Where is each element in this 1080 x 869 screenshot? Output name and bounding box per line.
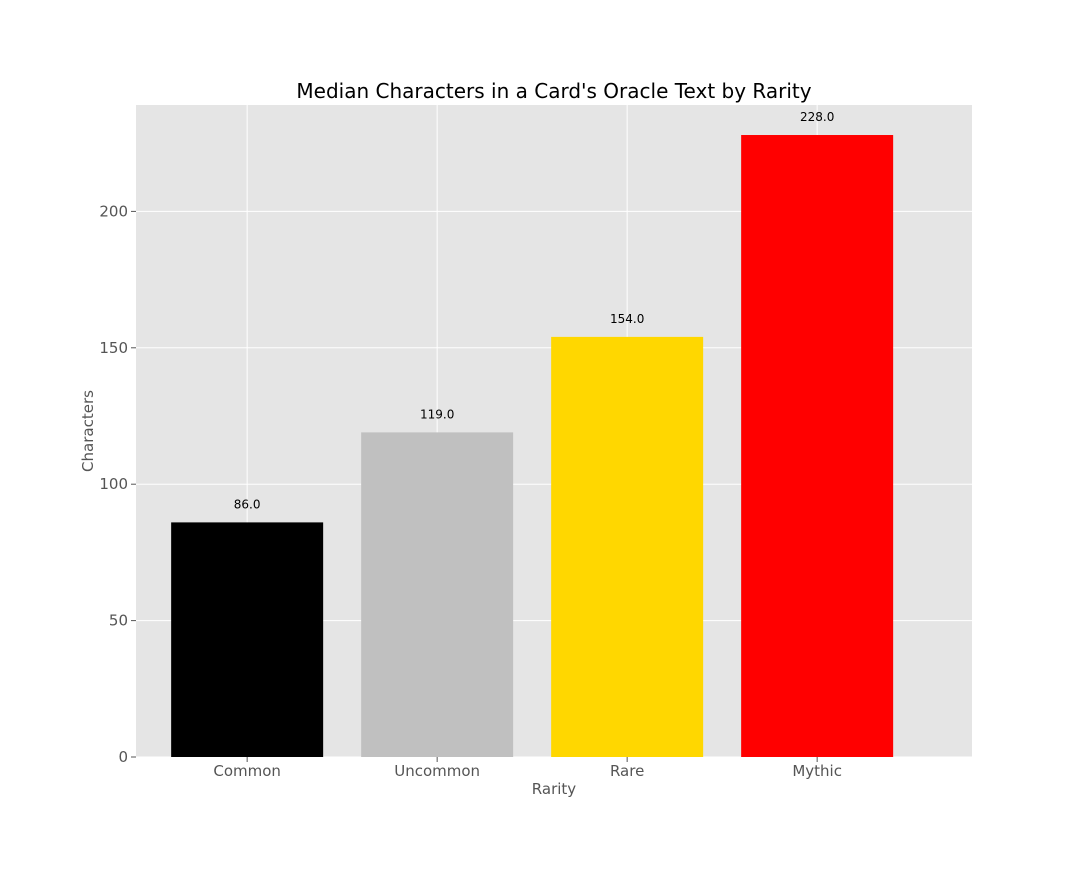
y-tick-label: 0: [118, 748, 128, 766]
bar-common: [171, 522, 324, 757]
x-axis-label: Rarity: [532, 780, 577, 798]
y-axis-label: Characters: [79, 390, 97, 472]
data-label: 154.0: [610, 312, 644, 326]
bar-mythic: [741, 135, 894, 757]
data-label: 228.0: [800, 110, 834, 124]
x-tick-label: Rare: [610, 762, 644, 780]
x-tick-label: Common: [213, 762, 281, 780]
y-axis-ticks: 0 50 100 150 200: [99, 202, 136, 766]
x-tick-label: Uncommon: [394, 762, 480, 780]
data-label: 86.0: [234, 497, 261, 511]
chart-title: Median Characters in a Card's Oracle Tex…: [296, 79, 811, 103]
data-labels: 86.0 119.0 154.0 228.0: [234, 110, 835, 511]
x-axis-ticks: Common Uncommon Rare Mythic: [213, 757, 842, 780]
y-tick-label: 50: [109, 612, 128, 630]
bar-rare: [551, 336, 704, 757]
y-tick-label: 100: [99, 475, 128, 493]
x-tick-label: Mythic: [792, 762, 842, 780]
y-tick-label: 150: [99, 339, 128, 357]
y-tick-label: 200: [99, 202, 128, 220]
bars: [171, 135, 894, 757]
bar-uncommon: [361, 432, 514, 757]
data-label: 119.0: [420, 407, 454, 421]
